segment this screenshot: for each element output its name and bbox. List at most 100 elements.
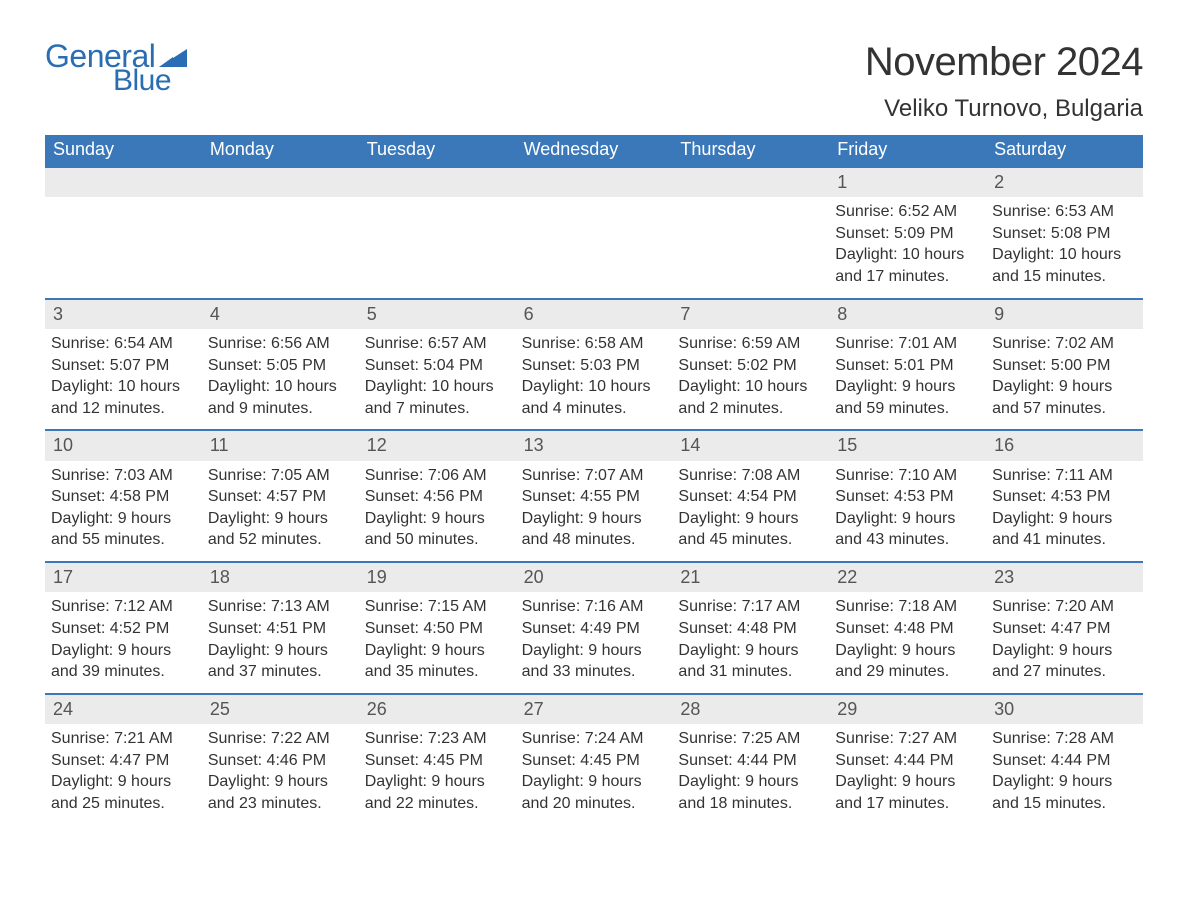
day-cell: 23 Sunrise: 7:20 AMSunset: 4:47 PMDayligh… — [986, 563, 1143, 693]
week-row: 3Sunrise: 6:54 AMSunset: 5:07 PMDaylight… — [45, 298, 1143, 430]
daylight-line: Daylight: 9 hours and 50 minutes. — [365, 508, 510, 551]
day-number: 7 — [672, 300, 829, 329]
day-cell: 3 Sunrise: 6:54 AMSunset: 5:07 PMDaylight… — [45, 300, 202, 430]
day-number: 23 — [986, 563, 1143, 592]
sunset-line: Sunset: 5:08 PM — [992, 223, 1137, 245]
sunrise-line: Sunrise: 7:12 AM — [51, 596, 196, 618]
daylight-line: Daylight: 9 hours and 27 minutes. — [992, 640, 1137, 683]
sunrise-line: Sunrise: 7:15 AM — [365, 596, 510, 618]
day-number: 4 — [202, 300, 359, 329]
day-number: 17 — [45, 563, 202, 592]
day-cell: 15Sunrise: 7:10 AMSunset: 4:53 PMDayligh… — [829, 431, 986, 561]
daylight-line: Daylight: 9 hours and 18 minutes. — [678, 771, 823, 814]
day-number: 9 — [986, 300, 1143, 329]
calendar: SundayMondayTuesdayWednesdayThursdayFrid… — [45, 135, 1143, 824]
day-number: 25 — [202, 695, 359, 724]
day-number: 3 — [45, 300, 202, 329]
sunset-line: Sunset: 4:55 PM — [522, 486, 667, 508]
weekday-header-cell: Sunday — [45, 135, 202, 166]
sunset-line: Sunset: 5:00 PM — [992, 355, 1137, 377]
sunrise-line: Sunrise: 6:52 AM — [835, 201, 980, 223]
sunrise-line: Sunrise: 7:28 AM — [992, 728, 1137, 750]
day-cell-empty — [672, 168, 829, 298]
day-number: 14 — [672, 431, 829, 460]
daylight-line: Daylight: 10 hours and 4 minutes. — [522, 376, 667, 419]
title-block: November 2024 Veliko Turnovo, Bulgaria — [865, 40, 1143, 123]
day-cell: 6Sunrise: 6:58 AMSunset: 5:03 PMDaylight… — [516, 300, 673, 430]
day-cell: 10Sunrise: 7:03 AMSunset: 4:58 PMDayligh… — [45, 431, 202, 561]
weekday-header-cell: Saturday — [986, 135, 1143, 166]
sunrise-line: Sunrise: 7:06 AM — [365, 465, 510, 487]
daylight-line: Daylight: 10 hours and 9 minutes. — [208, 376, 353, 419]
day-number: 22 — [829, 563, 986, 592]
day-number: 24 — [45, 695, 202, 724]
sunrise-line: Sunrise: 6:58 AM — [522, 333, 667, 355]
daylight-line: Daylight: 9 hours and 33 minutes. — [522, 640, 667, 683]
month-title: November 2024 — [865, 40, 1143, 85]
sunrise-line: Sunrise: 6:54 AM — [51, 333, 196, 355]
day-number: 13 — [516, 431, 673, 460]
sunset-line: Sunset: 5:07 PM — [51, 355, 196, 377]
sunset-line: Sunset: 4:48 PM — [678, 618, 823, 640]
daylight-line: Daylight: 9 hours and 48 minutes. — [522, 508, 667, 551]
daylight-line: Daylight: 9 hours and 57 minutes. — [992, 376, 1137, 419]
sunset-line: Sunset: 5:02 PM — [678, 355, 823, 377]
sunset-line: Sunset: 5:01 PM — [835, 355, 980, 377]
day-cell: 9 Sunrise: 7:02 AMSunset: 5:00 PMDaylight… — [986, 300, 1143, 430]
day-number: 16 — [986, 431, 1143, 460]
sunrise-line: Sunrise: 7:13 AM — [208, 596, 353, 618]
weekday-header-row: SundayMondayTuesdayWednesdayThursdayFrid… — [45, 135, 1143, 166]
sunrise-line: Sunrise: 7:05 AM — [208, 465, 353, 487]
day-cell-empty — [202, 168, 359, 298]
day-cell: 27Sunrise: 7:24 AMSunset: 4:45 PMDayligh… — [516, 695, 673, 825]
sunset-line: Sunset: 5:04 PM — [365, 355, 510, 377]
sunset-line: Sunset: 4:49 PM — [522, 618, 667, 640]
day-cell-empty — [516, 168, 673, 298]
weekday-header-cell: Thursday — [672, 135, 829, 166]
daylight-line: Daylight: 10 hours and 7 minutes. — [365, 376, 510, 419]
day-cell: 11Sunrise: 7:05 AMSunset: 4:57 PMDayligh… — [202, 431, 359, 561]
day-cell: 14 Sunrise: 7:08 AMSunset: 4:54 PMDayligh… — [672, 431, 829, 561]
sunrise-line: Sunrise: 7:20 AM — [992, 596, 1137, 618]
sunset-line: Sunset: 4:47 PM — [51, 750, 196, 772]
sunset-line: Sunset: 4:48 PM — [835, 618, 980, 640]
sunset-line: Sunset: 5:09 PM — [835, 223, 980, 245]
sunrise-line: Sunrise: 7:02 AM — [992, 333, 1137, 355]
weekday-header-cell: Wednesday — [516, 135, 673, 166]
day-number: 1 — [829, 168, 986, 197]
day-cell: 16Sunrise: 7:11 AMSunset: 4:53 PMDayligh… — [986, 431, 1143, 561]
day-cell: 24 Sunrise: 7:21 AMSunset: 4:47 PMDayligh… — [45, 695, 202, 825]
daylight-line: Daylight: 9 hours and 35 minutes. — [365, 640, 510, 683]
day-cell: 21Sunrise: 7:17 AMSunset: 4:48 PMDayligh… — [672, 563, 829, 693]
sunset-line: Sunset: 4:46 PM — [208, 750, 353, 772]
day-cell: 30Sunrise: 7:28 AMSunset: 4:44 PMDayligh… — [986, 695, 1143, 825]
daylight-line: Daylight: 9 hours and 45 minutes. — [678, 508, 823, 551]
daylight-line: Daylight: 9 hours and 25 minutes. — [51, 771, 196, 814]
day-number: 28 — [672, 695, 829, 724]
sunrise-line: Sunrise: 7:08 AM — [678, 465, 823, 487]
sunrise-line: Sunrise: 7:01 AM — [835, 333, 980, 355]
day-cell: 7Sunrise: 6:59 AMSunset: 5:02 PMDaylight… — [672, 300, 829, 430]
sunset-line: Sunset: 4:58 PM — [51, 486, 196, 508]
daylight-line: Daylight: 9 hours and 29 minutes. — [835, 640, 980, 683]
sunrise-line: Sunrise: 7:27 AM — [835, 728, 980, 750]
day-number — [45, 168, 202, 197]
location-label: Veliko Turnovo, Bulgaria — [865, 95, 1143, 123]
sunset-line: Sunset: 4:47 PM — [992, 618, 1137, 640]
daylight-line: Daylight: 10 hours and 17 minutes. — [835, 244, 980, 287]
day-cell: 25Sunrise: 7:22 AMSunset: 4:46 PMDayligh… — [202, 695, 359, 825]
day-number: 29 — [829, 695, 986, 724]
day-number: 26 — [359, 695, 516, 724]
sunset-line: Sunset: 4:54 PM — [678, 486, 823, 508]
sunrise-line: Sunrise: 7:21 AM — [51, 728, 196, 750]
sunrise-line: Sunrise: 7:11 AM — [992, 465, 1137, 487]
daylight-line: Daylight: 10 hours and 12 minutes. — [51, 376, 196, 419]
day-cell: 12Sunrise: 7:06 AMSunset: 4:56 PMDayligh… — [359, 431, 516, 561]
day-number — [202, 168, 359, 197]
day-cell: 28Sunrise: 7:25 AMSunset: 4:44 PMDayligh… — [672, 695, 829, 825]
sunset-line: Sunset: 4:56 PM — [365, 486, 510, 508]
sunrise-line: Sunrise: 7:24 AM — [522, 728, 667, 750]
sunset-line: Sunset: 4:57 PM — [208, 486, 353, 508]
sunset-line: Sunset: 5:03 PM — [522, 355, 667, 377]
day-number: 10 — [45, 431, 202, 460]
